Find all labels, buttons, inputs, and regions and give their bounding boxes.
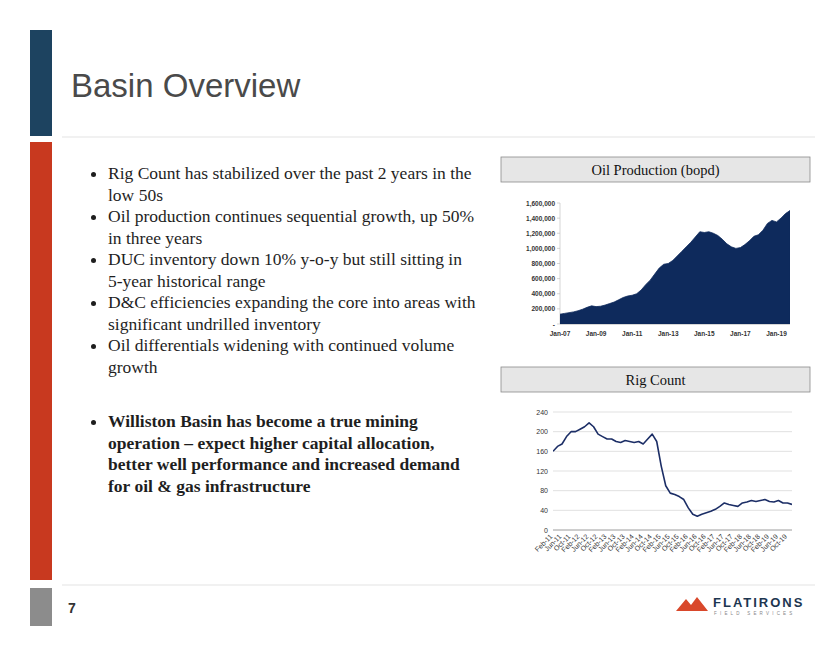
- chart-header: [501, 367, 810, 392]
- logo-name: FLATIRONS: [713, 595, 804, 610]
- tick-mark: [557, 248, 560, 249]
- y-tick-label: 400,000: [532, 290, 556, 298]
- grid-line: [553, 471, 792, 472]
- x-tick-label: Jan-11: [622, 330, 643, 337]
- y-tick-label: 200,000: [532, 305, 556, 313]
- grid-line: [553, 490, 792, 491]
- y-tick-label: 600,000: [532, 275, 556, 283]
- plot-area: [553, 423, 792, 516]
- y-tick-label: 1,000,000: [526, 245, 555, 253]
- x-tick-label: Jan-17: [730, 330, 751, 337]
- grid-line: [553, 431, 792, 432]
- tick-mark: [557, 233, 560, 234]
- tick-mark: [557, 308, 560, 309]
- side-bar: [30, 142, 52, 580]
- chart-header: [501, 157, 810, 182]
- tick-mark: [557, 203, 560, 204]
- bullet: Williston Basin has become a true mining…: [108, 411, 480, 497]
- tick-mark: [557, 278, 560, 279]
- tick-mark: [557, 218, 560, 219]
- grid-line: [553, 412, 792, 413]
- tick-mark: [557, 293, 560, 294]
- chart-title: Rig Count: [625, 372, 685, 388]
- y-tick-label: 120: [536, 468, 548, 475]
- y-tick-label: 40: [540, 507, 548, 514]
- side-bar: [30, 30, 52, 136]
- grid-line: [553, 510, 792, 511]
- bullet: DUC inventory down 10% y-o-y but still s…: [108, 249, 480, 292]
- y-tick-label: 1,600,000: [526, 200, 555, 208]
- grid-line: [553, 530, 792, 531]
- x-tick-label: Jan-13: [658, 330, 679, 337]
- bullet: Rig Count has stabilized over the past 2…: [108, 163, 480, 206]
- area: [560, 211, 790, 324]
- x-tick-label: Jan-09: [586, 330, 607, 337]
- x-tick-label: Jan-15: [694, 330, 715, 337]
- title: Basin Overview: [71, 67, 300, 104]
- y-tick-label: 80: [540, 487, 548, 494]
- bullet-list: Williston Basin has become a true mining…: [88, 411, 480, 497]
- rule: [62, 137, 815, 138]
- x-axis: [553, 530, 792, 531]
- x-tick-label: Jan-07: [550, 330, 571, 337]
- line: [553, 423, 792, 516]
- chart-title: Oil Production (bopd): [591, 162, 719, 179]
- y-tick-label: -: [553, 321, 555, 328]
- page-number: 7: [68, 600, 76, 616]
- x-tick-label: Jan-19: [766, 330, 787, 337]
- x-tick-label: Oct-19: [768, 533, 788, 553]
- rule: [62, 585, 815, 586]
- logo-icon: [676, 597, 708, 611]
- y-tick-label: 1,400,000: [526, 215, 555, 223]
- plot-area: [560, 211, 790, 324]
- tick-mark: [557, 263, 560, 264]
- bullet-list: Rig Count has stabilized over the past 2…: [88, 163, 480, 378]
- y-tick-label: 200: [536, 428, 548, 435]
- y-tick-label: 160: [536, 448, 548, 455]
- y-tick-label: 0: [544, 527, 548, 534]
- y-tick-label: 240: [536, 409, 548, 416]
- grid-line: [553, 451, 792, 452]
- logo-tagline: FIELD SERVICES: [714, 611, 795, 616]
- side-bar: [30, 588, 52, 626]
- y-axis: [560, 203, 561, 324]
- bullet: Oil differentials widening with continue…: [108, 335, 480, 378]
- y-tick-label: 1,200,000: [526, 230, 555, 238]
- bullet: D&C efficiencies expanding the core into…: [108, 292, 480, 335]
- y-tick-label: 800,000: [532, 260, 556, 268]
- bullet: Oil production continues sequential grow…: [108, 206, 480, 249]
- tick-mark: [557, 324, 560, 325]
